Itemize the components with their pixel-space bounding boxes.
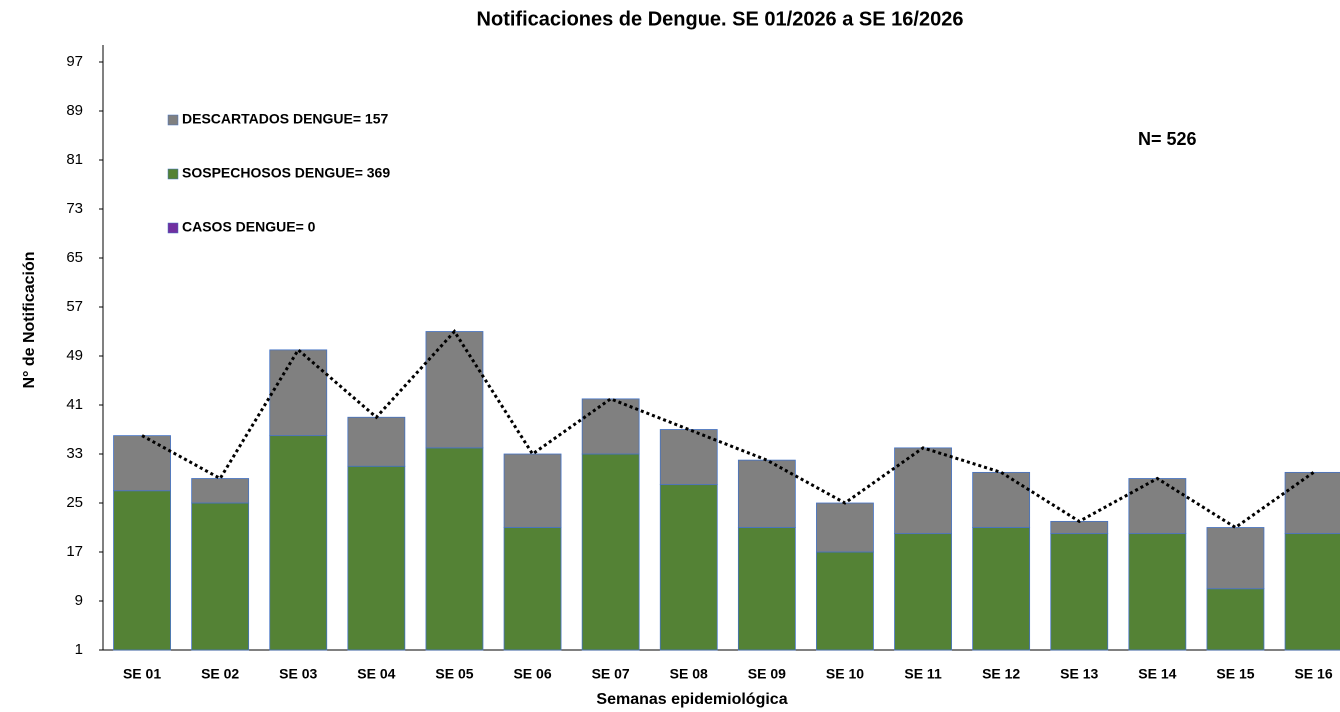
x-tick-label: SE 16 [1294,666,1332,682]
x-tick-label: SE 06 [513,666,551,682]
y-tick-label: 17 [66,543,83,560]
y-axis-label: N° de Notificación [21,251,38,388]
y-tick-label: 1 [75,641,83,658]
bar-segment [503,527,562,651]
y-tick-label: 9 [75,592,83,609]
y-tick-label: 73 [66,200,83,217]
y-tick-label: 49 [66,347,83,364]
bar-segment [425,331,484,449]
bar-segment [1050,520,1109,535]
x-tick-label: SE 11 [904,666,942,682]
bar-segment [1284,471,1340,535]
x-tick-label: SE 10 [826,666,864,682]
legend-label: SOSPECHOSOS DENGUE= 369 [182,165,390,181]
y-tick-label: 89 [66,102,83,119]
bar-segment [816,551,874,651]
bar-segment [659,484,718,651]
bar-segment [191,478,250,504]
legend-label: CASOS DENGUE= 0 [182,219,316,235]
x-tick-label: SE 12 [982,666,1020,682]
annotation: N= 526 [1138,129,1197,149]
bar-segment [1206,527,1265,590]
bar-segment [581,453,640,651]
bar-segment [659,429,718,486]
bar-segment [347,465,406,651]
bar-segment [972,471,1031,528]
x-tick-label: SE 03 [279,666,317,682]
x-tick-label: SE 08 [670,666,708,682]
bar-segment [503,453,562,528]
legend-swatch [167,114,179,126]
bar-segment [1050,533,1109,651]
x-tick-label: SE 13 [1060,666,1098,682]
bar-segment [269,435,328,651]
bar-segment [425,447,484,651]
bar-segment [113,435,171,492]
bar-segment [737,527,796,651]
y-tick-label: 57 [66,298,83,315]
bar-segment [894,533,952,651]
x-tick-label: SE 01 [123,666,161,682]
bar-segment [269,349,328,437]
x-axis-label: Semanas epidemiológica [596,691,787,708]
bar-segment [1206,588,1265,651]
y-tick-label: 97 [66,53,83,70]
y-tick-label: 25 [66,494,83,511]
bar-segment [1284,533,1340,651]
y-tick-label: 81 [66,151,83,168]
x-tick-label: SE 02 [201,666,239,682]
y-tick-label: 65 [66,249,83,266]
bar-segment [191,502,250,651]
legend-swatch [167,168,179,180]
y-tick-label: 41 [66,396,83,413]
x-tick-label: SE 04 [357,666,395,682]
bar-segment [581,398,640,455]
x-tick-label: SE 14 [1138,666,1176,682]
legend-label: DESCARTADOS DENGUE= 157 [182,111,389,127]
bar-segment [1128,478,1187,535]
bar-segment [113,490,171,651]
x-tick-label: SE 09 [748,666,786,682]
bar-segment [972,527,1031,651]
bar-segment [1128,533,1187,651]
x-tick-label: SE 15 [1216,666,1254,682]
y-tick-label: 33 [66,445,83,462]
chart-title: Notificaciones de Dengue. SE 01/2026 a S… [477,8,964,30]
bar-segment [816,502,874,553]
bar-segment [347,416,406,467]
x-tick-label: SE 05 [435,666,473,682]
x-tick-label: SE 07 [592,666,630,682]
legend-swatch [167,222,179,234]
